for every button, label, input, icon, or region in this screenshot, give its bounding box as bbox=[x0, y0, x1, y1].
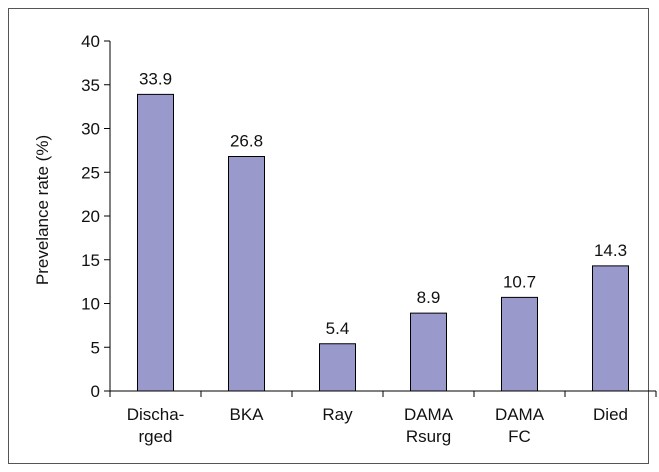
bar bbox=[410, 312, 447, 392]
bar bbox=[501, 296, 538, 392]
y-tick-label: 15 bbox=[81, 251, 100, 270]
bar bbox=[228, 156, 265, 392]
y-tick-label: 0 bbox=[91, 382, 100, 401]
y-axis-title: Prevelance rate (%) bbox=[33, 135, 52, 285]
bar bbox=[137, 93, 174, 392]
y-tick-label: 20 bbox=[81, 207, 100, 226]
bar-data-label: 26.8 bbox=[230, 132, 263, 151]
bar-data-label: 33.9 bbox=[139, 69, 172, 88]
bar-data-label: 8.9 bbox=[417, 288, 441, 307]
y-tick-label: 5 bbox=[91, 338, 100, 357]
bar-data-label: 14.3 bbox=[594, 241, 627, 260]
x-category-label: DAMA bbox=[404, 405, 454, 424]
y-tick-label: 30 bbox=[81, 120, 100, 139]
bar bbox=[592, 265, 629, 392]
x-category-label: FC bbox=[508, 427, 531, 446]
x-category-label: Died bbox=[593, 405, 628, 424]
y-tick-label: 40 bbox=[81, 32, 100, 51]
x-category-label: Rsurg bbox=[406, 427, 451, 446]
chart-frame bbox=[8, 8, 649, 464]
x-category-label: BKA bbox=[229, 405, 264, 424]
x-category-label: Ray bbox=[322, 405, 353, 424]
y-tick-label: 35 bbox=[81, 76, 100, 95]
x-category-label: Discha- bbox=[127, 405, 185, 424]
y-tick-label: 25 bbox=[81, 163, 100, 182]
x-category-label: DAMA bbox=[495, 405, 545, 424]
bar-data-label: 5.4 bbox=[326, 319, 350, 338]
bar bbox=[319, 343, 356, 392]
y-tick-label: 10 bbox=[81, 295, 100, 314]
bar-data-label: 10.7 bbox=[503, 272, 536, 291]
x-category-label: rged bbox=[138, 427, 172, 446]
